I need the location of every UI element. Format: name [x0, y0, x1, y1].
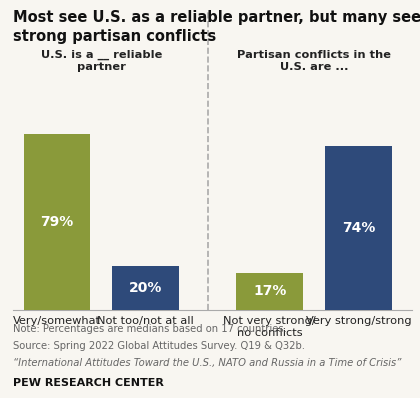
Text: PEW RESEARCH CENTER: PEW RESEARCH CENTER: [13, 378, 163, 388]
Text: 79%: 79%: [40, 215, 74, 229]
Bar: [325, 146, 391, 310]
Text: U.S. is a __ reliable
partner: U.S. is a __ reliable partner: [41, 50, 162, 72]
Text: Note: Percentages are medians based on 17 countries.: Note: Percentages are medians based on 1…: [13, 324, 286, 334]
Bar: [112, 266, 179, 310]
Text: Most see U.S. as a reliable partner, but many see
strong partisan conflicts: Most see U.S. as a reliable partner, but…: [13, 10, 420, 43]
Text: 74%: 74%: [342, 221, 375, 235]
Bar: [236, 273, 303, 310]
Bar: [24, 135, 90, 310]
Text: 17%: 17%: [253, 285, 286, 298]
Text: Source: Spring 2022 Global Attitudes Survey. Q19 & Q32b.: Source: Spring 2022 Global Attitudes Sur…: [13, 341, 304, 351]
Text: Partisan conflicts in the
U.S. are ...: Partisan conflicts in the U.S. are ...: [237, 51, 391, 72]
Text: 20%: 20%: [129, 281, 162, 295]
Text: “International Attitudes Toward the U.S., NATO and Russia in a Time of Crisis”: “International Attitudes Toward the U.S.…: [13, 358, 401, 368]
